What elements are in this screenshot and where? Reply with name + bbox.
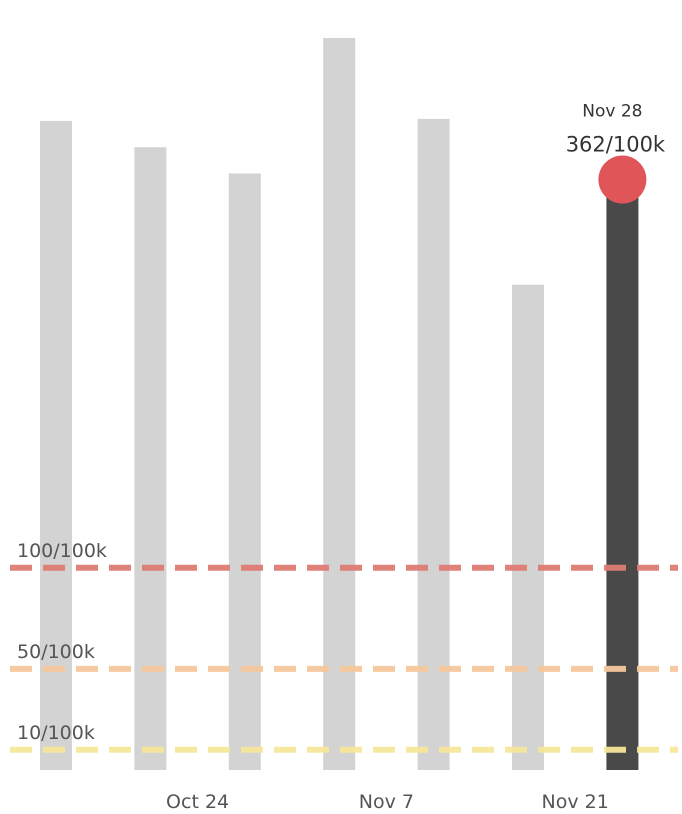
x-tick-label: Nov 21 (542, 791, 609, 813)
x-axis: Oct 24 Nov 7 Nov 21 (166, 791, 609, 813)
highlight-marker (598, 155, 647, 204)
bar (134, 147, 167, 771)
bar (512, 284, 544, 770)
threshold-label: 50/100k (17, 641, 95, 663)
bar (228, 173, 261, 771)
highlight-date-label: Nov 28 (582, 102, 642, 122)
bar (40, 120, 72, 771)
threshold-label: 100/100k (17, 540, 107, 562)
x-tick-label: Nov 7 (359, 791, 414, 813)
highlight-bar (606, 179, 639, 770)
bars-layer (40, 38, 639, 771)
highlight-value-label: 362/100k (566, 133, 666, 157)
bar (323, 38, 356, 770)
x-tick-label: Oct 24 (166, 791, 229, 813)
threshold-layer: 100/100k 50/100k 10/100k (10, 540, 678, 753)
threshold-label: 10/100k (17, 722, 95, 744)
highlight-layer: Nov 28 362/100k (566, 102, 666, 204)
bar (417, 118, 450, 771)
